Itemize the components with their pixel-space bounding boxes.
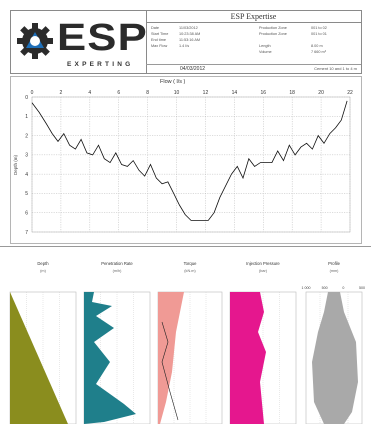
flow-chart-title: Flow ( l/s ): [160, 79, 186, 85]
report-title: ESP Expertise: [146, 11, 361, 23]
flow-chart-frame: [10, 76, 362, 244]
report-header: ESP EXPERTING ESP Expertise Date 11/03/20…: [10, 10, 362, 74]
log-tracks: Depth (m) Penetration Rate (m/h) Torque (kN.m…: [0, 246, 371, 425]
company-logo: ESP EXPERTING: [11, 11, 147, 73]
info-value2: 7 660 m³: [311, 50, 326, 54]
track-unit: (m): [40, 269, 46, 273]
track-unit: (kN.m): [184, 269, 196, 273]
track-title: Penetration Rate: [101, 261, 133, 266]
info-value2: 001 to 02: [311, 26, 327, 30]
info-label2: Production Zone: [259, 26, 287, 30]
info-row: Date 11/03/2012 Production Zone 001 to 02: [151, 25, 357, 31]
info-label: Date: [151, 26, 160, 30]
track-unit: (bar): [258, 269, 268, 273]
report-date: 04/03/2012: [180, 66, 206, 72]
track-title: Injection Pressure: [246, 261, 280, 266]
header-note: Cement 10 and 1 to 4 m: [314, 66, 357, 71]
info-label2: Production Zone: [259, 32, 287, 36]
info-row: End time 11:53:16 AM: [151, 37, 357, 43]
info-row: Volume 7 660 m³: [151, 49, 357, 55]
info-value: 10:23:38 AM: [179, 32, 201, 36]
info-label: Start Time: [151, 32, 169, 36]
info-label: Max Flow: [151, 44, 168, 48]
info-value2: 001 to 01: [311, 32, 327, 36]
logo-subtitle: EXPERTING: [67, 61, 134, 68]
logo-text: ESP: [57, 17, 148, 59]
info-table: Date 11/03/2012 Production Zone 001 to 02 St…: [151, 25, 357, 65]
info-value: 1.4 l/s: [179, 44, 190, 48]
track-title: Depth: [37, 261, 49, 266]
info-value: 11:53:16 AM: [179, 38, 201, 42]
info-value: 11/03/2012: [179, 26, 198, 30]
info-row: Max Flow 1.4 l/s Length 8.00 m: [151, 43, 357, 49]
info-label: End time: [151, 38, 166, 42]
header-footer-row: 04/03/2012 Cement 10 and 1 to 4 m: [146, 64, 361, 73]
track-title: Torque: [183, 261, 197, 266]
info-label2: Length: [259, 44, 271, 48]
track-unit: (m/h): [112, 269, 122, 273]
track-unit: (mm): [329, 269, 339, 273]
info-label2: Volume: [259, 50, 272, 54]
info-value2: 8.00 m: [311, 44, 323, 48]
gear-icon: [17, 23, 53, 59]
track-title: Profile: [328, 261, 340, 266]
info-row: Start Time 10:23:38 AM Production Zone 001 …: [151, 31, 357, 37]
